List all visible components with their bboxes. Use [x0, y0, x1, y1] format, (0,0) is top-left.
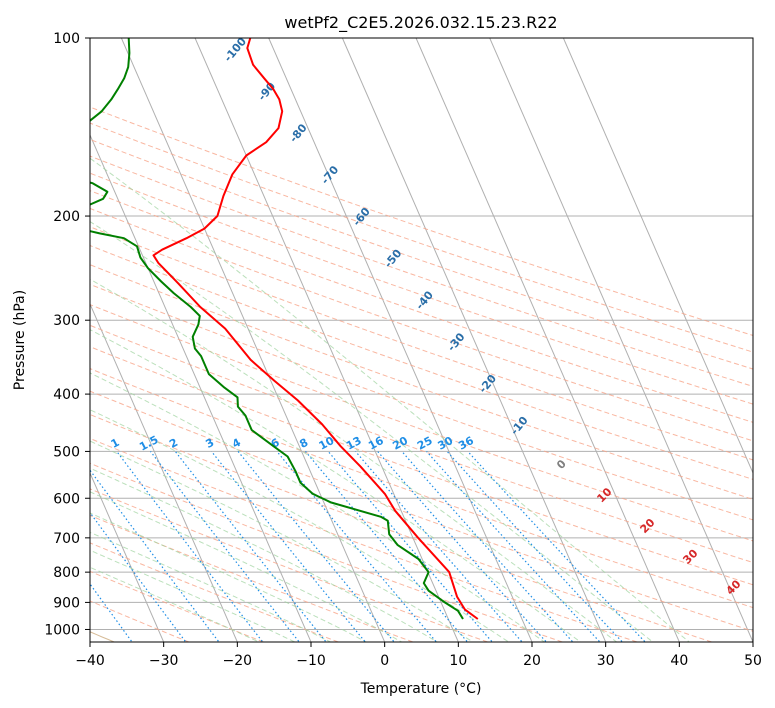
moist-adiabat-line	[90, 566, 261, 642]
x-tick-label: 30	[597, 653, 615, 669]
chart-title: wetPf2_C2E5.2026.032.15.23.R22	[284, 13, 557, 33]
moist-adiabat-line	[90, 409, 510, 642]
y-tick-label: 600	[53, 491, 80, 507]
x-tick-label: 40	[670, 653, 688, 669]
x-tick-label: 50	[744, 653, 762, 669]
dry-adiabat-line	[90, 106, 753, 336]
dry-adiabat-line	[90, 488, 488, 642]
mixing-ratio-label: 30	[436, 434, 456, 453]
dry-adiabat-line	[90, 138, 753, 370]
y-tick-label: 1000	[44, 622, 80, 638]
x-tick-label: −40	[75, 653, 105, 669]
mixing-ratio-label: 16	[366, 434, 386, 453]
mixing-ratio-line	[174, 451, 327, 642]
mixing-ratio-line	[355, 451, 523, 642]
mixing-ratio-label: 36	[456, 434, 476, 453]
isotherm-line	[90, 302, 238, 642]
x-axis: −40 −30 −20 −10 0 10 20 30 40 50	[75, 642, 762, 669]
isotherm-line	[90, 471, 165, 642]
x-tick-label: 10	[449, 653, 467, 669]
mixing-ratio-label: 25	[415, 434, 435, 453]
y-tick-label: 200	[53, 209, 80, 225]
y-tick-label: 700	[53, 531, 80, 547]
y-tick-label: 900	[53, 595, 80, 611]
mixing-ratio-line	[305, 451, 469, 642]
isotherm-line	[120, 38, 386, 642]
dry-adiabat-line	[90, 390, 753, 632]
background-lines	[90, 38, 753, 642]
mixing-ratio-label: 20	[390, 434, 410, 453]
mixing-ratio-line	[426, 451, 601, 642]
moist-adiabat-line	[90, 440, 474, 642]
dry-adiabat-line	[90, 155, 753, 387]
plot-frame	[89, 37, 754, 643]
isotherm-line	[341, 38, 607, 642]
mixing-ratio-line	[116, 451, 264, 642]
mixing-ratio-line	[90, 582, 133, 642]
dry-adiabat-line	[90, 413, 712, 642]
mixing-ratio-label: 10	[317, 434, 337, 453]
moist-adiabat-line	[90, 467, 439, 642]
y-tick-label: 100	[53, 31, 80, 47]
temperature-profile-line	[152, 38, 479, 620]
x-tick-label: −20	[223, 653, 253, 669]
y-tick-label: 300	[53, 313, 80, 329]
profile-series	[90, 38, 479, 620]
mixing-ratio-line	[150, 451, 300, 642]
dry-adiabat-line	[90, 346, 753, 586]
isotherm-line	[415, 38, 680, 642]
y-axis-label: Pressure (hPa)	[12, 290, 28, 390]
dewpoint-profile-line	[90, 38, 464, 620]
mixing-ratio-line	[237, 451, 395, 642]
y-tick-label: 500	[53, 444, 80, 460]
moist-adiabat-line	[90, 278, 618, 642]
dry-adiabat-line	[90, 324, 753, 564]
isotherm-line	[562, 38, 753, 475]
dry-adiabat-line	[90, 570, 264, 642]
x-tick-label: −30	[149, 653, 179, 669]
x-tick-label: −10	[296, 653, 326, 669]
x-tick-label: 0	[380, 653, 389, 669]
x-tick-label: 20	[523, 653, 541, 669]
dry-adiabat-line	[90, 283, 753, 521]
dry-adiabat-line	[90, 368, 753, 609]
moist-adiabat-line	[90, 372, 546, 642]
y-axis: 100 200 300 400 500 600 700 800 900 1000	[44, 31, 90, 638]
dry-adiabat-line	[90, 122, 753, 353]
mixing-ratio-line	[446, 451, 624, 642]
dry-adiabat-line	[90, 437, 638, 642]
isotherm-line	[489, 38, 753, 642]
isotherm-line	[194, 38, 459, 642]
mixing-ratio-line	[327, 451, 494, 642]
dry-adiabat-line	[90, 172, 753, 405]
y-tick-label: 400	[53, 387, 80, 403]
mixing-ratio-line	[401, 451, 574, 642]
moist-adiabat-line	[90, 512, 368, 642]
mixing-ratio-line	[467, 450, 647, 642]
dry-adiabat-line	[90, 462, 563, 642]
x-axis-label: Temperature (°C)	[360, 681, 482, 697]
y-tick-label: 800	[53, 565, 80, 581]
mixing-ratio-label: 13	[344, 434, 364, 453]
